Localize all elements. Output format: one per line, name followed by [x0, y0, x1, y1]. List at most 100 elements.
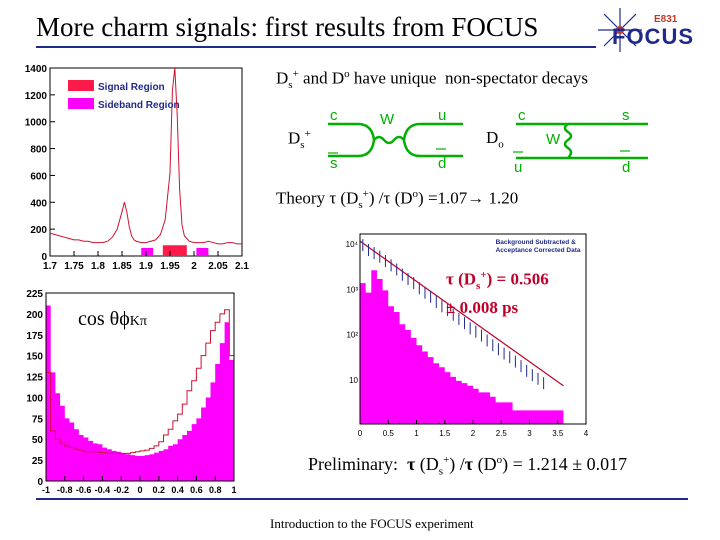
sideband-region-1 — [196, 247, 209, 256]
cos-xtick-label: 0.6 — [190, 485, 203, 495]
mass-plot: 0 200 400 600 800 1000 1200 1400 1.7 1.75 1.8 1.85 1… — [20, 60, 252, 275]
legend-swatch-0 — [68, 80, 94, 91]
mass-plot-svg: 0 200 400 600 800 1000 1200 1400 1.7 1.75 1.8 1.85 1… — [25, 64, 250, 272]
cos-ytick-label: 175 — [26, 331, 43, 342]
measurement: τ (Ds+) = 0.506 ± 0.008 ps — [446, 264, 549, 319]
lifetime-xtick-label: 0.5 — [383, 429, 395, 438]
lifetime-xtick-label: 2.5 — [496, 429, 508, 438]
mass-frame — [49, 67, 243, 257]
legend-label-0: Signal Region — [98, 82, 165, 93]
svg-text:u: u — [514, 159, 522, 174]
lifetime-legend-line2: Acceptance Corrected Data — [496, 247, 581, 254]
mass-xtick-label: 1.9 — [139, 261, 153, 272]
logo-name: FOCUS — [612, 24, 694, 49]
svg-text:c: c — [518, 107, 526, 124]
cos-ytick-label: 150 — [26, 352, 43, 363]
cos-ytick-label: 225 — [26, 289, 43, 300]
svg-text:s: s — [622, 107, 630, 124]
title-underline — [36, 46, 596, 48]
svg-text:W: W — [546, 131, 561, 148]
mass-xtick-label: 1.75 — [64, 261, 84, 272]
lifetime-legend-line1: Background Subtracted & — [496, 239, 576, 246]
cos-ytick-label: 100 — [26, 393, 43, 404]
theory-text: Theory τ (Ds+) /τ (Do) =1.07→ 1.20 — [276, 188, 519, 212]
svg-text:d: d — [622, 159, 630, 174]
cos-xtick-label: -0.8 — [57, 485, 73, 495]
measurement-line2: ± 0.008 ps — [446, 298, 519, 318]
cos-xtick-label: -0.6 — [76, 485, 92, 495]
cos-xtick-label: -1 — [42, 485, 50, 495]
svg-text:s: s — [330, 155, 338, 172]
cos-xtick-label: -0.4 — [95, 485, 111, 495]
slide-title: More charm signals: first results from F… — [36, 12, 539, 42]
lifetime-fit-line — [359, 240, 564, 387]
lifetime-xtick-label: 0 — [358, 429, 363, 438]
mass-ytick-label: 400 — [30, 198, 47, 209]
cos-xtick-label: 0 — [137, 485, 142, 495]
lifetime-xtick-label: 3.5 — [552, 429, 564, 438]
decays-headline: Ds+ and Do have unique non-spectator dec… — [276, 68, 588, 92]
lifetime-fill-histogram — [360, 270, 564, 424]
cos-xtick-label: -0.2 — [113, 485, 129, 495]
cos-ytick-label: 25 — [32, 456, 44, 467]
cos-ytick-label: 125 — [26, 373, 43, 384]
mass-ytick-label: 200 — [30, 225, 47, 236]
cos-ytick-label: 0 — [37, 477, 43, 488]
svg-text:c: c — [330, 107, 338, 124]
mass-histogram — [49, 67, 242, 245]
lifetime-xtick-label: 1.5 — [439, 429, 451, 438]
ds-feynman-diagram: c s W u d — [328, 107, 463, 172]
cos-xtick-label: 0.2 — [153, 485, 166, 495]
d0-label: Do — [486, 128, 504, 151]
cos-ytick-label: 200 — [26, 310, 43, 321]
lifetime-plot: 10⁴ 10³ 10² 10 0 0.5 1 1.5 2 2.5 3 3.5 4 Background S… — [340, 228, 592, 444]
lifetime-plot-svg: 10⁴ 10³ 10² 10 0 0.5 1 1.5 2 2.5 3 3.5 4 Background S… — [346, 233, 589, 438]
lifetime-ytick-label: 10 — [349, 376, 358, 385]
mass-xtick-label: 2.1 — [235, 261, 249, 272]
cos-xtick-label: 0.8 — [209, 485, 222, 495]
measurement-line1: τ (Ds+) = 0.506 — [446, 269, 549, 293]
signal-region — [162, 245, 187, 256]
cos-xtick-label: 1 — [231, 485, 236, 495]
lifetime-xtick-label: 2 — [471, 429, 476, 438]
mass-ytick-label: 1400 — [25, 64, 48, 75]
mass-xtick-label: 2.05 — [208, 261, 228, 272]
cos-ytick-label: 50 — [32, 435, 44, 446]
mass-xtick-label: 1.7 — [43, 261, 57, 272]
angle-label: cos θϕKπ — [78, 308, 147, 330]
mass-xtick-label: 2 — [191, 261, 197, 272]
cos-outline-histogram — [45, 309, 234, 481]
mass-ytick-label: 1200 — [25, 91, 48, 102]
svg-text:u: u — [438, 107, 446, 124]
mass-xtick-label: 1.8 — [91, 261, 105, 272]
cos-ytick-label: 75 — [32, 414, 44, 425]
legend-swatch-1 — [68, 98, 94, 109]
mass-ytick-label: 600 — [30, 171, 47, 182]
cos-xtick-label: 0.4 — [171, 485, 184, 495]
lifetime-ytick-label: 10⁴ — [346, 240, 359, 249]
lifetime-xtick-label: 3 — [527, 429, 532, 438]
footer-rule — [36, 498, 688, 500]
cos-fill-histogram — [46, 305, 234, 481]
mass-ytick-label: 0 — [41, 252, 47, 263]
d0-feynman-diagram: c u W s d — [513, 107, 648, 174]
lifetime-xtick-label: 1 — [414, 429, 419, 438]
lifetime-xtick-label: 4 — [584, 429, 589, 438]
svg-text:W: W — [380, 111, 395, 128]
cos-theta-plot: 0 25 50 75 100 125 150 175 200 225 -1 -0.8 -0.6 -0.4-… — [20, 285, 242, 495]
mass-ytick-label: 800 — [30, 145, 47, 156]
lifetime-ytick-label: 10³ — [346, 285, 358, 294]
mass-ytick-label: 1000 — [25, 118, 48, 129]
star-burst-icon — [598, 8, 642, 52]
legend-label-1: Sideband Region — [98, 100, 180, 111]
logo-experiment: E831 — [654, 14, 678, 25]
cos-theta-plot-svg: 0 25 50 75 100 125 150 175 200 225 -1 -0.8 -0.6 -0.4-… — [26, 289, 236, 495]
svg-text:d: d — [438, 155, 446, 172]
mass-xtick-label: 1.85 — [112, 261, 132, 272]
preliminary-result: Preliminary: τ (Ds+) /τ (Do) = 1.214 ± 0… — [308, 454, 628, 478]
ds-label: Ds+ — [288, 128, 311, 152]
lifetime-ytick-label: 10² — [346, 331, 358, 340]
sideband-region-0 — [141, 247, 154, 256]
slide-footer: Introduction to the FOCUS experiment — [270, 516, 474, 531]
mass-xtick-label: 1.95 — [160, 261, 180, 272]
